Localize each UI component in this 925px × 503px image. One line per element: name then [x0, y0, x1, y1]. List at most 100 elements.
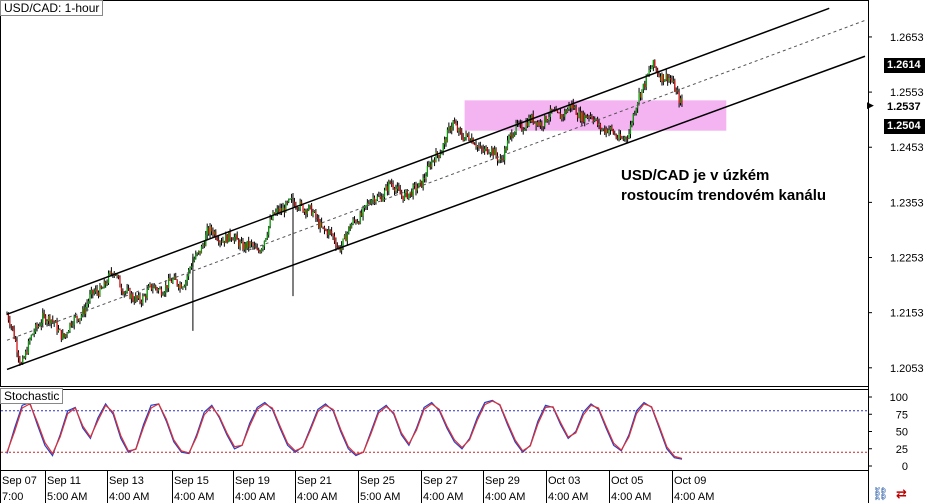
- candle-body: [355, 220, 357, 223]
- candle-body: [196, 252, 198, 254]
- candle-body: [627, 138, 629, 139]
- candle-body: [240, 241, 243, 243]
- candle-body: [156, 288, 158, 291]
- candle-body: [665, 74, 667, 80]
- candle-body: [329, 229, 331, 231]
- candle-body: [183, 286, 185, 288]
- candle-body: [178, 285, 180, 289]
- candle-body: [422, 177, 424, 188]
- candle-body: [228, 231, 230, 243]
- candle-body: [77, 318, 80, 322]
- candle-body: [319, 222, 321, 228]
- date-label: Sep 21: [297, 475, 332, 487]
- candle-body: [453, 121, 456, 124]
- date-label: Oct 03: [548, 475, 580, 487]
- candle-body: [100, 286, 102, 289]
- price-tag-current: 1.2537: [884, 100, 925, 115]
- candle-body: [39, 325, 41, 327]
- candle-body: [667, 74, 669, 82]
- candle-body: [564, 110, 566, 117]
- link-icon[interactable]: ⛓: [872, 487, 889, 502]
- candle-body: [279, 208, 281, 212]
- candle-body: [662, 74, 664, 82]
- candle-body: [498, 160, 500, 161]
- candle-body: [672, 80, 674, 82]
- candle-body: [546, 120, 549, 122]
- candle-body: [545, 115, 547, 122]
- candle-body: [458, 128, 460, 132]
- candle-body: [608, 129, 610, 133]
- candle-body: [591, 115, 593, 119]
- candle-body: [588, 116, 590, 118]
- candle-body: [385, 186, 387, 191]
- candle-body: [488, 153, 490, 155]
- price-tag-upper: 1.2614: [884, 58, 925, 73]
- candle-body: [428, 164, 430, 167]
- candle-body: [401, 194, 403, 196]
- candle-body: [476, 146, 479, 148]
- candle-body: [336, 246, 338, 248]
- candle-body: [505, 148, 507, 150]
- candle-body: [451, 126, 453, 131]
- candle-body: [431, 160, 433, 168]
- candle-body: [531, 114, 533, 122]
- candle-body: [482, 149, 484, 152]
- candle-body: [462, 137, 464, 141]
- candle-body: [159, 288, 161, 290]
- candle-body: [628, 133, 630, 139]
- candle-body: [193, 258, 195, 262]
- candle-body: [243, 243, 245, 250]
- candle-body: [80, 315, 82, 319]
- candle-body: [136, 295, 138, 299]
- candle-body: [140, 301, 143, 304]
- candle-body: [638, 92, 640, 103]
- candle-body: [442, 144, 444, 152]
- candle-body: [502, 158, 504, 161]
- candle-body: [511, 133, 513, 138]
- candle-body: [358, 221, 360, 224]
- candle-body: [366, 202, 368, 206]
- candle-body: [393, 188, 396, 192]
- candle-body: [152, 288, 154, 290]
- candle-body: [539, 122, 541, 126]
- candle-body: [123, 292, 125, 295]
- price-tick-label: 1.2253: [890, 253, 924, 265]
- candle-body: [624, 137, 626, 140]
- time-label: 4:00 AM: [485, 491, 525, 503]
- candle-body: [652, 59, 654, 68]
- price-tag-lower: 1.2504: [884, 119, 925, 134]
- candle-body: [167, 278, 170, 289]
- candle-body: [137, 295, 140, 299]
- candle-body: [571, 103, 573, 109]
- candle-body: [572, 103, 574, 109]
- candle-body: [617, 137, 619, 139]
- candle-body: [305, 209, 307, 214]
- candle-body: [165, 285, 167, 293]
- candle-body: [258, 249, 260, 252]
- candle-body: [265, 238, 267, 241]
- candle-body: [661, 74, 663, 81]
- price-tick-label: 1.2453: [890, 142, 924, 154]
- date-label: Sep 11: [47, 475, 81, 487]
- candle-body: [478, 146, 480, 148]
- candle-body: [285, 201, 287, 213]
- candle-body: [649, 69, 652, 71]
- candle-body: [615, 134, 617, 138]
- candle-body: [641, 89, 643, 98]
- candle-body: [392, 184, 394, 189]
- candle-body: [119, 277, 121, 288]
- candle-body: [186, 276, 188, 282]
- candle-body: [229, 231, 231, 239]
- candle-body: [220, 241, 223, 243]
- candle-body: [389, 181, 391, 184]
- candle-body: [321, 222, 323, 227]
- close-chart-icon[interactable]: ⇄: [896, 487, 907, 502]
- candle-body: [142, 295, 144, 304]
- chart-title: USD/CAD: 1-hour: [0, 0, 104, 16]
- candle-body: [208, 227, 210, 234]
- candle-body: [535, 121, 537, 126]
- candle-body: [238, 239, 240, 247]
- candle-body: [506, 140, 509, 150]
- candle-body: [621, 138, 623, 140]
